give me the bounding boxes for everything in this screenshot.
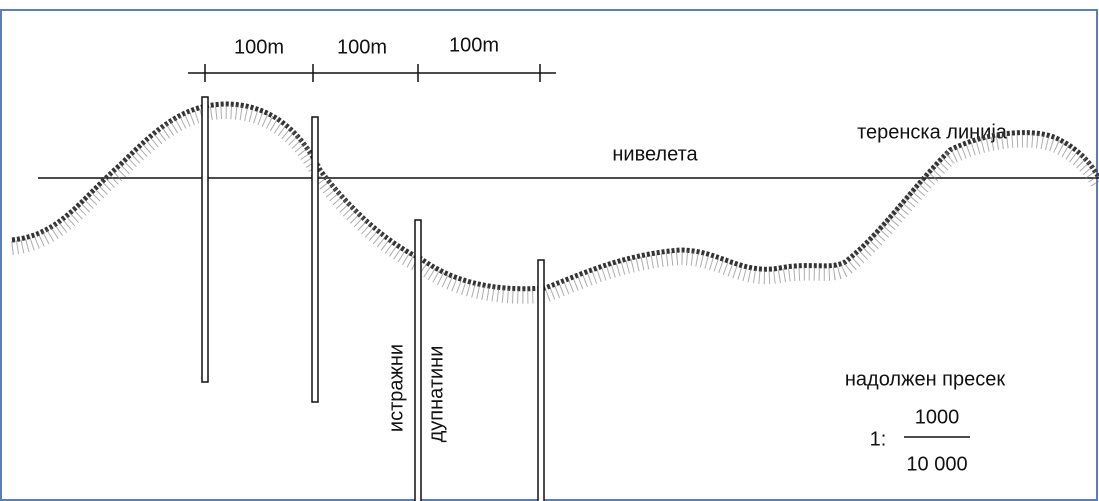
- dimension-line: [188, 64, 556, 82]
- boreholes-label: истражни: [385, 344, 407, 432]
- scale-prefix: 1:: [870, 428, 887, 450]
- scale-denominator: 10 000: [906, 453, 967, 475]
- boreholes: [201, 96, 545, 501]
- terrain-hatching: [11, 104, 1099, 304]
- dimension-label: 100m: [337, 36, 387, 58]
- grade-line-label: нивелета: [612, 143, 698, 165]
- section-title: надолжен пресек: [845, 368, 1005, 390]
- dimension-label: 100m: [234, 36, 284, 58]
- scale-numerator: 1000: [915, 406, 960, 428]
- boreholes-label: дупнатини: [425, 346, 447, 443]
- dimension-label: 100m: [449, 34, 499, 56]
- terrain-label: теренска линија: [857, 121, 1008, 143]
- frame: [0, 9, 1098, 501]
